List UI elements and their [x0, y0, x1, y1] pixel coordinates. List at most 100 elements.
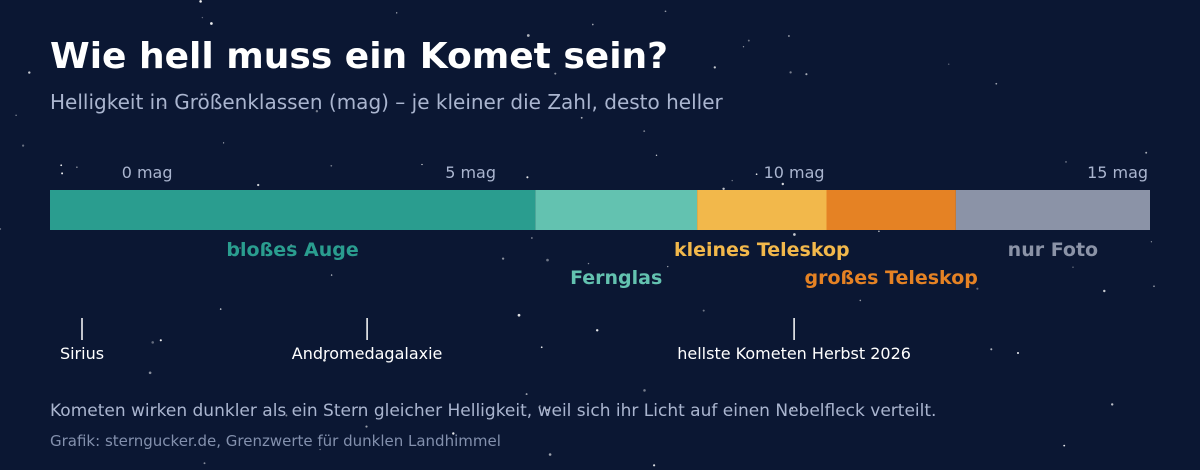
star-dot	[781, 182, 784, 186]
star-dot	[742, 46, 745, 48]
star-dot	[22, 144, 25, 147]
star-dot	[995, 82, 998, 85]
star-dot	[28, 71, 31, 74]
star-dot	[548, 453, 552, 456]
star-dot	[595, 329, 599, 332]
star-dot	[421, 163, 423, 166]
star-dot	[525, 393, 528, 396]
star-dot	[655, 154, 658, 157]
reference-marker-label: Andromedagalaxie	[292, 344, 443, 363]
star-dot	[722, 187, 725, 191]
footnote: Kometen wirken dunkler als ein Stern gle…	[50, 401, 937, 421]
scale-segment-bar	[955, 190, 1150, 230]
star-dot	[199, 0, 202, 3]
scale-segment-bar	[50, 190, 536, 230]
axis-tick-label: 5 mag	[445, 163, 496, 182]
star-dot	[859, 299, 862, 302]
star-dot	[285, 414, 288, 417]
star-dot	[0, 228, 2, 230]
star-dot	[667, 265, 669, 268]
star-dot	[330, 164, 333, 167]
star-dot	[538, 405, 541, 407]
page-title: Wie hell muss ein Komet sein?	[50, 36, 669, 77]
star-dot	[587, 262, 590, 265]
star-dot	[731, 179, 733, 182]
star-dot	[976, 287, 979, 290]
star-dot	[526, 34, 530, 37]
star-dot	[396, 12, 398, 14]
star-dot	[484, 103, 487, 106]
star-dot	[501, 257, 505, 260]
scale-segment-bar	[535, 190, 698, 230]
star-dot	[643, 130, 646, 132]
star-dot	[315, 110, 319, 113]
star-dot	[162, 104, 165, 107]
star-dot	[290, 244, 293, 247]
star-dot	[793, 233, 796, 236]
scale-segment-bar	[826, 190, 956, 230]
star-dot	[159, 339, 162, 342]
star-dot	[580, 116, 583, 119]
star-dot	[330, 274, 333, 276]
star-dot	[652, 464, 656, 467]
star-dot	[91, 413, 94, 415]
star-dot	[203, 462, 206, 465]
star-dot	[365, 425, 368, 428]
reference-marker-label: hellste Kometen Herbst 2026	[677, 344, 911, 363]
scale-segment-bar	[697, 190, 827, 230]
star-dot	[1072, 266, 1074, 268]
star-dot	[1153, 285, 1155, 288]
star-dot	[546, 258, 549, 262]
axis-tick-label: 0 mag	[122, 163, 173, 182]
star-dot	[1065, 161, 1067, 163]
star-dot	[15, 114, 17, 117]
star-dot	[787, 35, 790, 37]
star-dot	[526, 176, 529, 179]
star-dot	[201, 16, 204, 19]
star-dot	[219, 308, 222, 310]
star-dot	[664, 10, 667, 13]
star-dot	[531, 237, 533, 239]
reference-marker-label: Sirius	[60, 344, 104, 363]
star-dot	[789, 71, 792, 74]
star-dot	[546, 408, 549, 412]
star-dot	[702, 309, 705, 312]
star-dot	[517, 313, 521, 317]
page-subtitle: Helligkeit in Größenklassen (mag) – je k…	[50, 90, 723, 114]
axis-tick-label: 10 mag	[764, 163, 825, 182]
source-credit: Grafik: sterngucker.de, Grenzwerte für d…	[50, 432, 501, 450]
star-dot	[76, 166, 78, 168]
star-dot	[540, 346, 543, 349]
star-dot	[755, 173, 758, 176]
star-dot	[148, 371, 152, 375]
segment-label: nur Foto	[1008, 239, 1098, 261]
star-dot	[1016, 351, 1020, 355]
star-dot	[239, 247, 241, 249]
star-dot	[747, 39, 750, 42]
star-dot	[257, 183, 260, 187]
star-dot	[452, 432, 455, 435]
star-dot	[713, 66, 716, 69]
star-dot	[1145, 151, 1148, 154]
star-dot	[554, 72, 557, 75]
star-dot	[60, 164, 63, 167]
star-dot	[222, 142, 225, 144]
star-dot	[319, 448, 321, 451]
axis-tick-label: 15 mag	[1087, 163, 1148, 182]
star-dot	[1103, 289, 1106, 293]
star-dot	[878, 230, 880, 233]
star-dot	[990, 348, 993, 351]
star-dot	[591, 23, 594, 26]
star-dot	[151, 341, 154, 344]
segment-label: großes Teleskop	[805, 267, 978, 289]
star-dot	[791, 407, 794, 410]
star-dot	[61, 172, 64, 175]
star-dot	[1063, 444, 1066, 447]
star-dot	[1111, 403, 1114, 406]
segment-label: Fernglas	[570, 267, 662, 289]
star-dot	[1150, 241, 1153, 243]
segment-label: bloßes Auge	[226, 239, 358, 261]
segment-label: kleines Teleskop	[674, 239, 850, 261]
